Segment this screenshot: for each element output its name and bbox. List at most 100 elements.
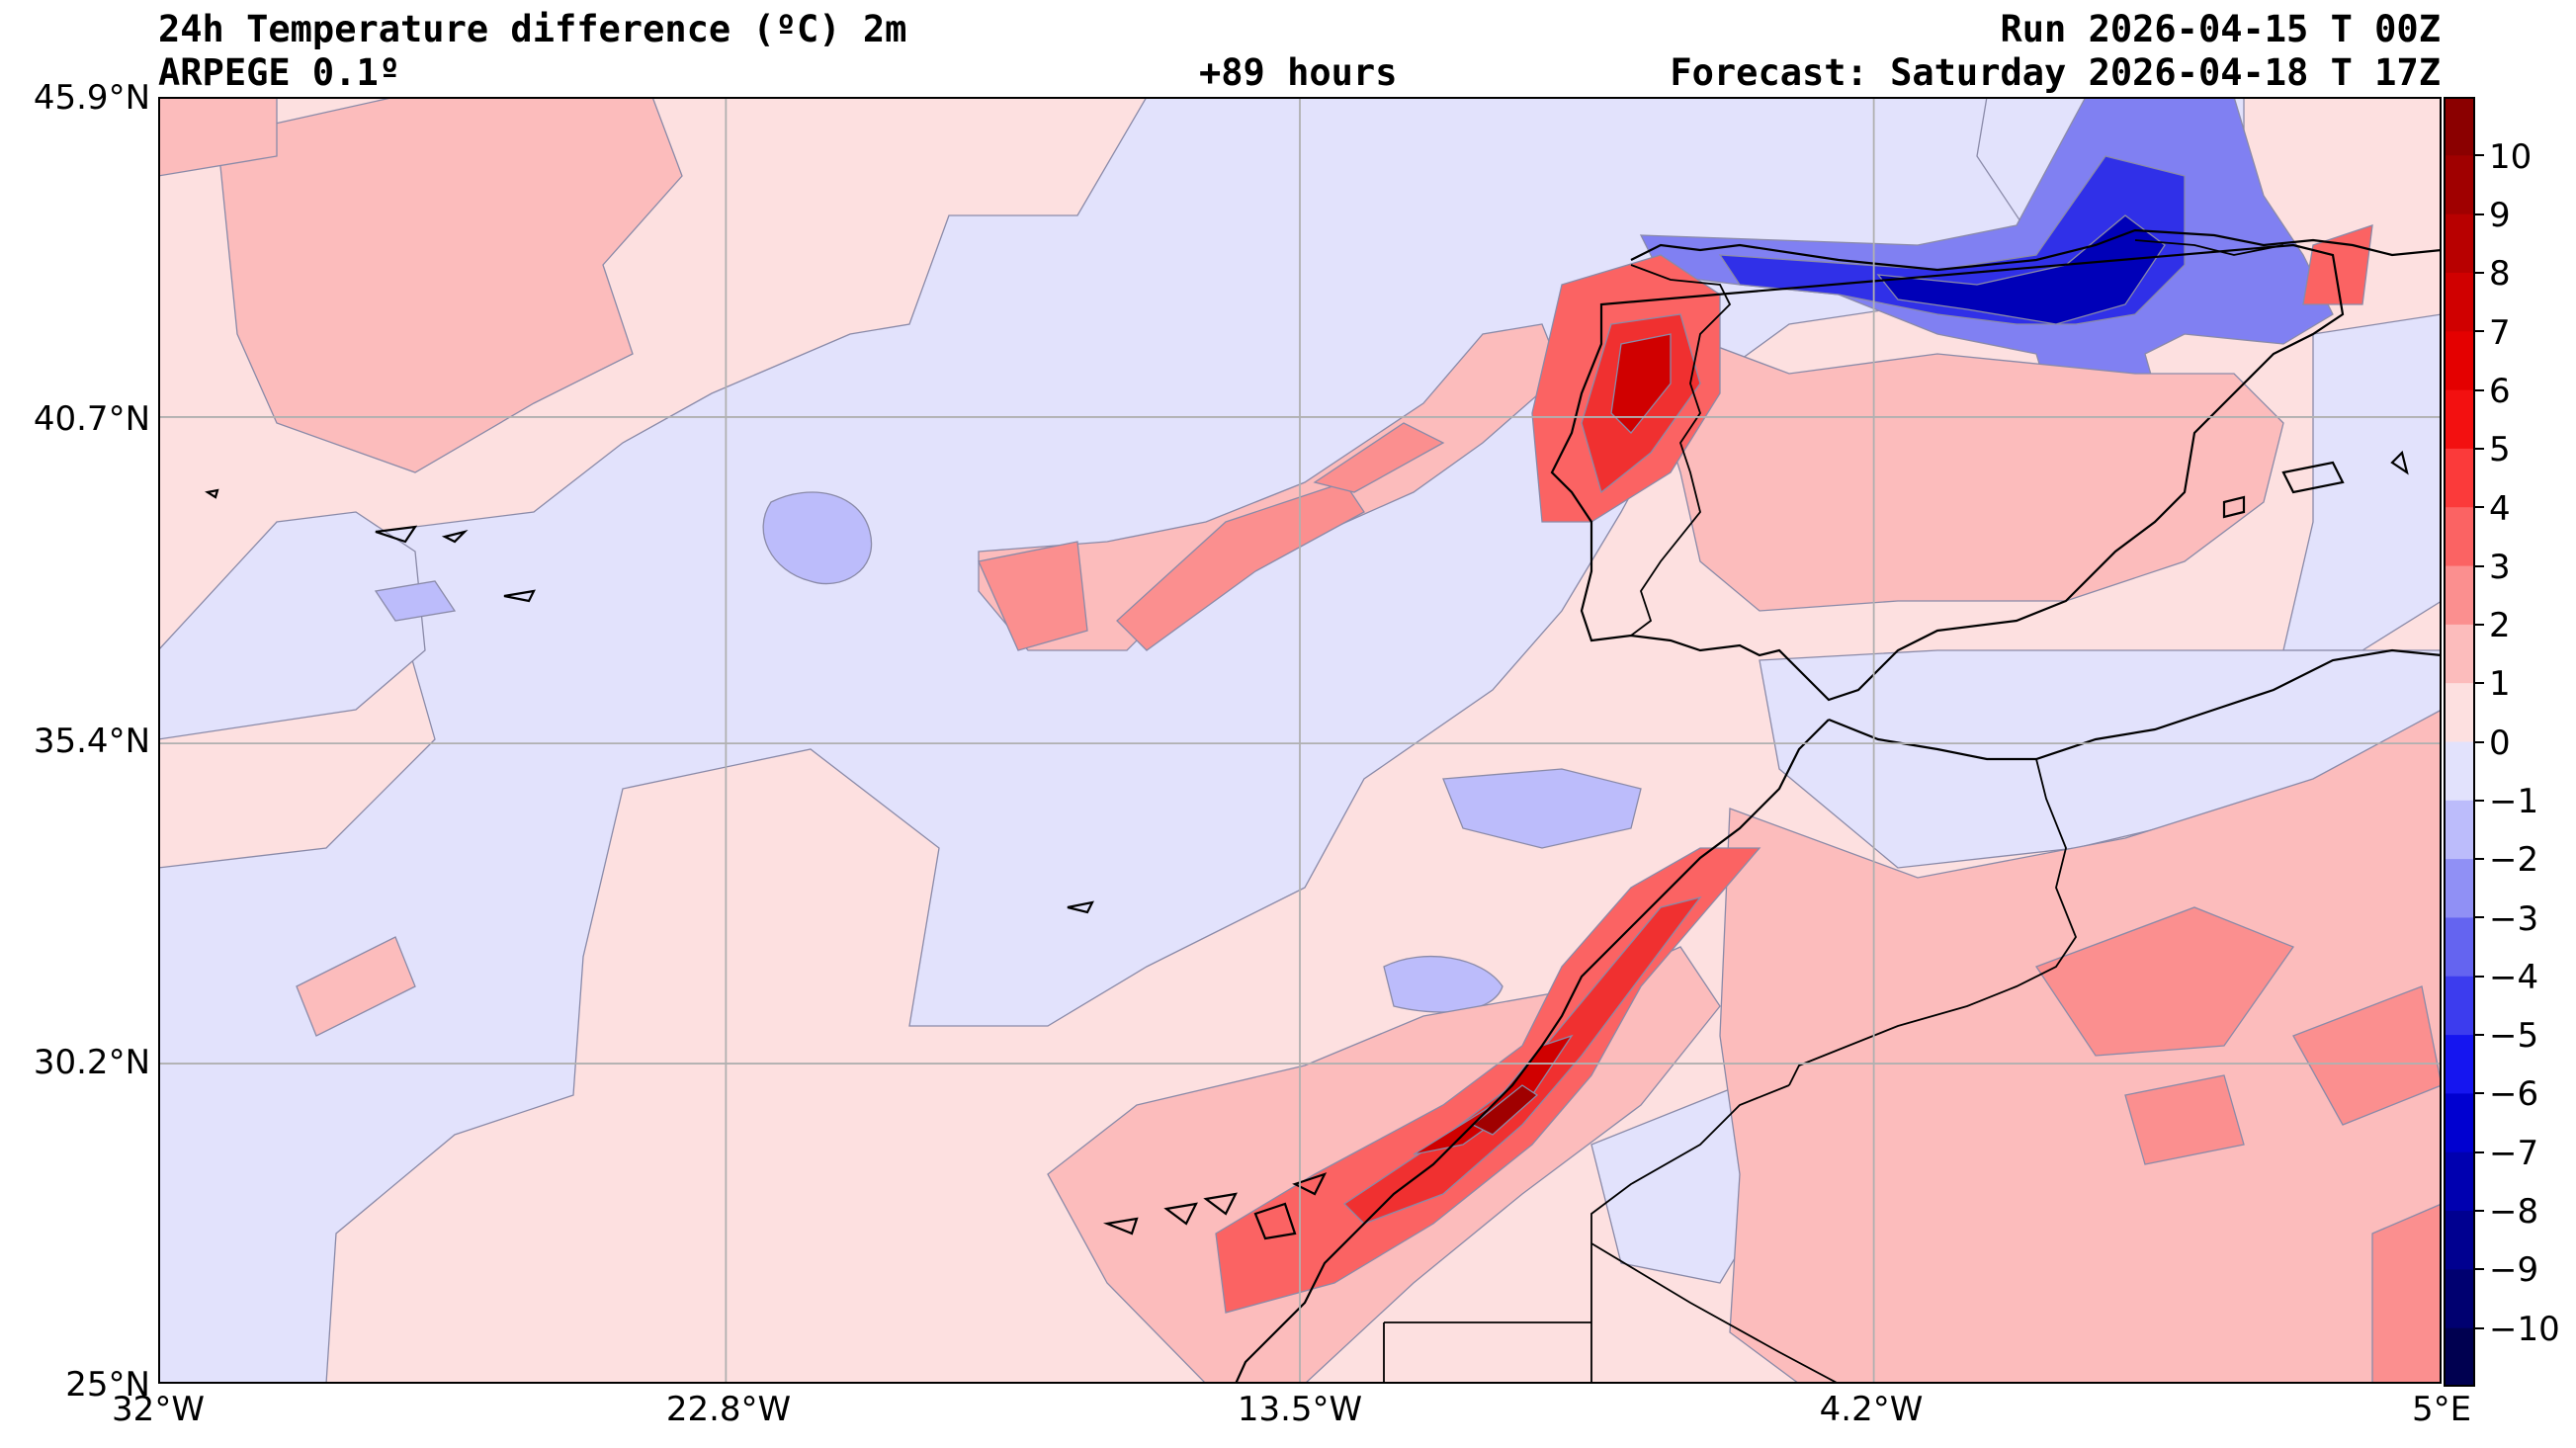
colorbar-swatch xyxy=(2444,1093,2475,1153)
extreme-core-moroccan-coast xyxy=(1471,1084,1539,1136)
colorbar-border xyxy=(2444,97,2475,1387)
island-balearic-1 xyxy=(2281,461,2345,494)
colorbar-swatch xyxy=(2444,448,2475,508)
coastline-north-africa xyxy=(1234,648,2442,1384)
colorbar-tick xyxy=(2475,740,2484,743)
positive-anomaly-areas xyxy=(158,97,2442,1384)
colorbar-label: −9 xyxy=(2489,1250,2539,1290)
colorbar-tick xyxy=(2475,858,2484,861)
warm-patch-sahara-south xyxy=(2371,1203,2442,1384)
lon-tick-label: 22.8°W xyxy=(665,1390,792,1429)
very-hot-core-portugal xyxy=(1610,333,1672,434)
colorbar-swatch xyxy=(2444,1211,2475,1270)
colorbar-tick xyxy=(2475,213,2484,215)
colorbar-tick xyxy=(2475,1210,2484,1213)
lon-tick-label: 4.2°W xyxy=(1819,1390,1924,1429)
colorbar-swatch xyxy=(2444,800,2475,860)
border-spain-portugal xyxy=(1630,264,1732,637)
colorbar-label: 3 xyxy=(2489,548,2511,587)
warm-patch-africa-3 xyxy=(2124,1074,2245,1165)
colorbar-label: 8 xyxy=(2489,254,2511,294)
colorbar-swatch xyxy=(2444,389,2475,450)
warm-area-sw-strip xyxy=(296,936,416,1037)
colorbar-swatch xyxy=(2444,272,2475,332)
colorbar-label: 7 xyxy=(2489,313,2511,353)
colorbar-swatch xyxy=(2444,97,2475,156)
lon-tick-label: 13.5°W xyxy=(1237,1390,1363,1429)
warm-patch-africa-2 xyxy=(2292,985,2442,1126)
colorbar-swatch xyxy=(2444,917,2475,978)
colorbar-tick xyxy=(2475,564,2484,567)
border-western-sahara xyxy=(1590,1084,1790,1384)
lat-tick-label: 45.9°N xyxy=(33,78,150,118)
colorbar-swatch xyxy=(2444,624,2475,684)
colorbar-swatch xyxy=(2444,213,2475,274)
colorbar-label: −5 xyxy=(2489,1016,2539,1056)
border-morocco-algeria xyxy=(1788,758,2078,1086)
colorbar-tick xyxy=(2475,506,2484,509)
cool-blob-canary-south xyxy=(1383,955,1503,1013)
colorbar-swatch xyxy=(2444,565,2475,626)
colorbar-tick xyxy=(2475,1268,2484,1271)
colorbar-tick xyxy=(2475,447,2484,450)
island-corsica xyxy=(2390,450,2409,475)
cool-blob-nw xyxy=(374,580,457,622)
colorbar-label: 10 xyxy=(2489,137,2533,177)
warm-blob-azores-center xyxy=(978,541,1088,651)
colorbar-label: −1 xyxy=(2489,782,2539,821)
warm-area-iberia xyxy=(1629,312,2284,612)
colorbar-swatch xyxy=(2444,1151,2475,1212)
colorbar-tick xyxy=(2475,154,2484,157)
negative-anomaly-areas xyxy=(158,97,2442,1384)
colorbar-swatch xyxy=(2444,155,2475,215)
lead-time: +89 hours xyxy=(1199,51,1398,94)
colorbar-label: 5 xyxy=(2489,430,2511,469)
border-sahara-south xyxy=(1383,1321,1591,1384)
colorbar-label: 6 xyxy=(2489,372,2511,411)
warm-area-northwest xyxy=(216,97,683,473)
island-azores-2 xyxy=(441,529,469,544)
colorbar-label: −2 xyxy=(2489,840,2539,880)
colorbar-swatch xyxy=(2444,1327,2475,1388)
forecast-time: Forecast: Saturday 2026-04-18 T 17Z xyxy=(1670,51,2441,94)
colorbar-swatch xyxy=(2444,976,2475,1036)
colorbar-tick xyxy=(2475,975,2484,978)
lat-tick-label: 25°N xyxy=(65,1365,150,1405)
colorbar-label: 1 xyxy=(2489,664,2511,704)
colorbar-swatch xyxy=(2444,1269,2475,1329)
colorbar-label: 9 xyxy=(2489,196,2511,235)
colorbar-tick xyxy=(2475,1150,2484,1153)
colorbar-swatch xyxy=(2444,683,2475,743)
colorbar-tick xyxy=(2475,1034,2484,1037)
border-spain-france xyxy=(2134,239,2284,256)
country-borders xyxy=(1383,239,2284,1384)
island-canary-4 xyxy=(1163,1202,1198,1226)
map-panel xyxy=(158,97,2442,1384)
cool-blob-canary-north xyxy=(1442,768,1642,849)
map-canvas xyxy=(158,97,2442,1384)
warm-area-nw-corner xyxy=(158,97,278,177)
colorbar xyxy=(2444,97,2475,1388)
colorbar-tick xyxy=(2475,623,2484,626)
warm-patch-africa-1 xyxy=(2035,906,2295,1057)
colorbar-label: −8 xyxy=(2489,1192,2539,1232)
model-name: ARPEGE 0.1º xyxy=(158,51,401,94)
cool-blob-azores-west xyxy=(762,491,873,585)
chart-title: 24h Temperature difference (ºC) 2m xyxy=(158,8,907,50)
island-madeira xyxy=(1067,900,1094,914)
colorbar-label: −3 xyxy=(2489,899,2539,939)
island-canary-1 xyxy=(1292,1172,1328,1196)
island-canary-5 xyxy=(1203,1192,1238,1216)
colorbar-swatch xyxy=(2444,1035,2475,1095)
lat-tick-label: 35.4°N xyxy=(33,722,150,761)
colorbar-label: −10 xyxy=(2489,1310,2560,1349)
map-border xyxy=(158,97,2442,1384)
warm-area-azores xyxy=(978,323,1563,651)
colorbar-label: 2 xyxy=(2489,606,2511,645)
island-canary-2 xyxy=(1253,1202,1297,1240)
island-canary-3 xyxy=(1102,1217,1139,1235)
colorbar-tick xyxy=(2475,1326,2484,1329)
colorbar-label: −7 xyxy=(2489,1134,2539,1173)
cold-core-pyrenees xyxy=(1876,214,2166,325)
lat-tick-label: 40.7°N xyxy=(33,399,150,439)
